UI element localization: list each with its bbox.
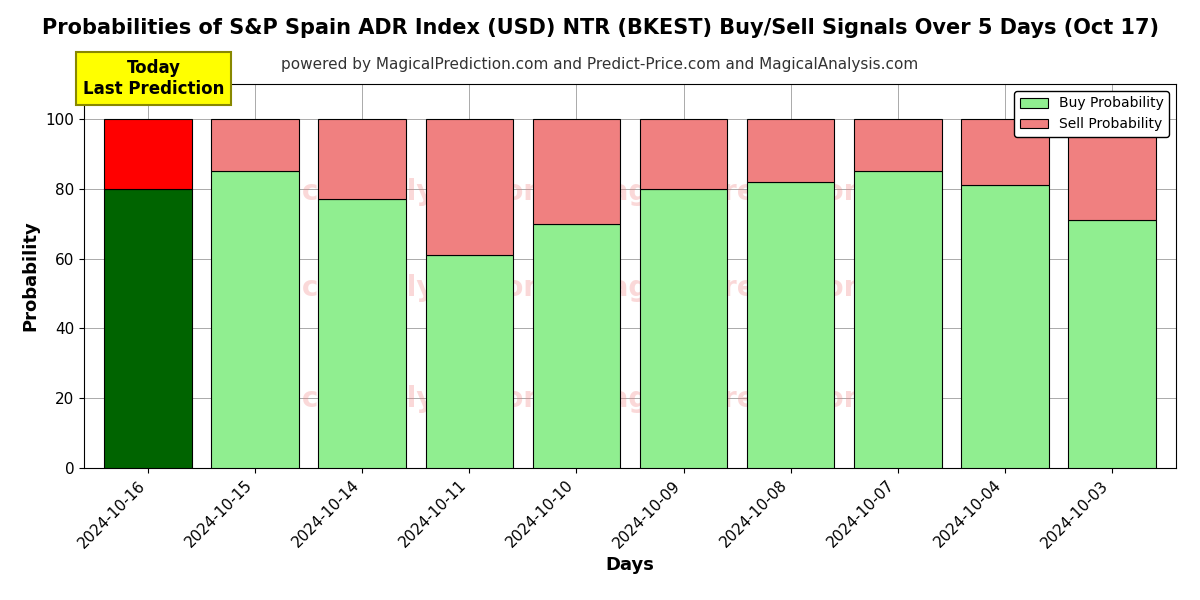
Bar [746,119,834,182]
Bar [426,255,514,468]
Bar [318,199,407,468]
Bar [746,182,834,468]
Legend: Buy Probability, Sell Probability: Buy Probability, Sell Probability [1014,91,1169,137]
Bar [533,119,620,224]
Bar [853,119,942,171]
Text: MagicalPrediction.com: MagicalPrediction.com [583,178,940,206]
Bar [104,189,192,468]
Text: Today
Last Prediction: Today Last Prediction [83,59,224,98]
Bar [853,171,942,468]
Text: MagicalPrediction.com: MagicalPrediction.com [583,274,940,302]
Bar [1068,220,1156,468]
Text: MagicalPrediction.com: MagicalPrediction.com [583,385,940,413]
Bar [640,189,727,468]
Text: MagicalAnalysis.com: MagicalAnalysis.com [227,178,553,206]
Bar [318,119,407,199]
Bar [961,185,1049,468]
Bar [640,119,727,189]
Text: Probabilities of S&P Spain ADR Index (USD) NTR (BKEST) Buy/Sell Signals Over 5 D: Probabilities of S&P Spain ADR Index (US… [42,18,1158,38]
Bar [211,119,299,171]
Text: MagicalAnalysis.com: MagicalAnalysis.com [227,274,553,302]
Bar [533,224,620,468]
Text: powered by MagicalPrediction.com and Predict-Price.com and MagicalAnalysis.com: powered by MagicalPrediction.com and Pre… [281,57,919,72]
Bar [1068,119,1156,220]
X-axis label: Days: Days [606,556,654,574]
Text: MagicalAnalysis.com: MagicalAnalysis.com [227,385,553,413]
Bar [104,119,192,189]
Bar [961,119,1049,185]
Bar [426,119,514,255]
Bar [211,171,299,468]
Y-axis label: Probability: Probability [22,221,40,331]
